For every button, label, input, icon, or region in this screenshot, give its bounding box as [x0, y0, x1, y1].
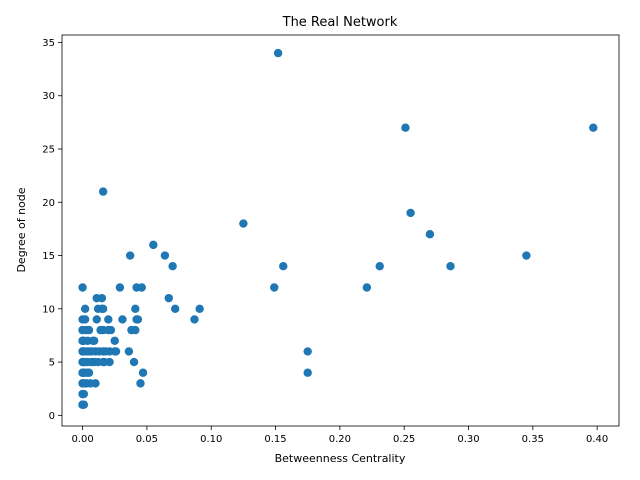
y-tick-label: 0	[49, 411, 55, 422]
x-tick-label: 0.40	[586, 434, 608, 445]
data-point	[522, 251, 531, 260]
data-point	[79, 389, 89, 399]
data-point	[98, 187, 108, 196]
data-point	[78, 283, 87, 292]
data-point	[133, 315, 143, 324]
data-point	[84, 368, 94, 377]
data-point	[115, 283, 125, 292]
plot-frame	[61, 34, 620, 427]
y-tick-label: 10	[42, 304, 55, 315]
data-point	[375, 261, 384, 271]
data-point	[80, 315, 90, 324]
data-point	[80, 304, 90, 314]
data-point	[160, 251, 170, 260]
data-point	[190, 315, 199, 324]
x-tick-label: 0.00	[71, 434, 93, 445]
data-point	[131, 325, 140, 335]
y-tick-label: 15	[42, 251, 55, 262]
data-point	[104, 315, 113, 324]
data-point	[106, 325, 116, 335]
data-point	[136, 379, 145, 388]
data-point	[446, 261, 455, 271]
x-tick-label: 0.10	[200, 434, 222, 445]
x-axis: 0.00 0.05 0.10 0.15 0.20 0.25 0.30 0.35 0.40	[71, 426, 608, 445]
y-axis: 0 5 10 15 20 25 30 35	[42, 38, 62, 422]
x-tick-label: 0.25	[393, 434, 415, 445]
data-point	[89, 336, 99, 345]
y-tick-label: 20	[42, 198, 55, 209]
data-point	[91, 379, 100, 388]
data-point	[273, 48, 283, 58]
data-point	[149, 240, 158, 250]
y-tick-label: 25	[42, 144, 55, 155]
data-point	[401, 123, 410, 132]
x-tick-label: 0.15	[264, 434, 286, 445]
x-tick-label: 0.20	[329, 434, 351, 445]
data-point	[92, 315, 101, 324]
x-tick-label: 0.35	[522, 434, 544, 445]
data-point	[279, 261, 288, 271]
data-point	[125, 251, 135, 260]
y-tick-label: 5	[49, 358, 55, 369]
data-point	[97, 293, 107, 303]
data-point	[362, 283, 372, 292]
data-point	[137, 283, 146, 292]
data-point	[195, 304, 204, 314]
y-tick-label: 30	[42, 91, 55, 102]
data-point	[131, 304, 140, 314]
data-point	[118, 315, 127, 324]
data-point	[138, 368, 148, 377]
data-point	[129, 357, 139, 367]
data-point	[124, 347, 134, 356]
data-point	[105, 357, 114, 367]
chart-title: The Real Network	[282, 15, 398, 30]
data-point	[171, 304, 180, 314]
data-point	[406, 208, 415, 218]
data-point	[168, 261, 177, 271]
data-point	[270, 283, 279, 292]
data-point	[589, 123, 598, 132]
data-point	[239, 219, 248, 228]
data-point	[98, 304, 108, 314]
data-point	[79, 400, 89, 409]
data-point	[425, 230, 435, 239]
x-tick-label: 0.30	[457, 434, 479, 445]
data-point	[84, 325, 94, 335]
data-point	[111, 347, 121, 356]
x-tick-label: 0.05	[136, 434, 158, 445]
data-point	[110, 336, 119, 345]
data-point	[303, 368, 312, 377]
data-point	[164, 293, 173, 303]
x-axis-label: Betweenness Centrality	[275, 452, 406, 465]
y-tick-label: 35	[42, 38, 55, 49]
y-axis-label: Degree of node	[15, 187, 28, 272]
data-point	[303, 347, 312, 356]
data-points	[78, 48, 598, 409]
